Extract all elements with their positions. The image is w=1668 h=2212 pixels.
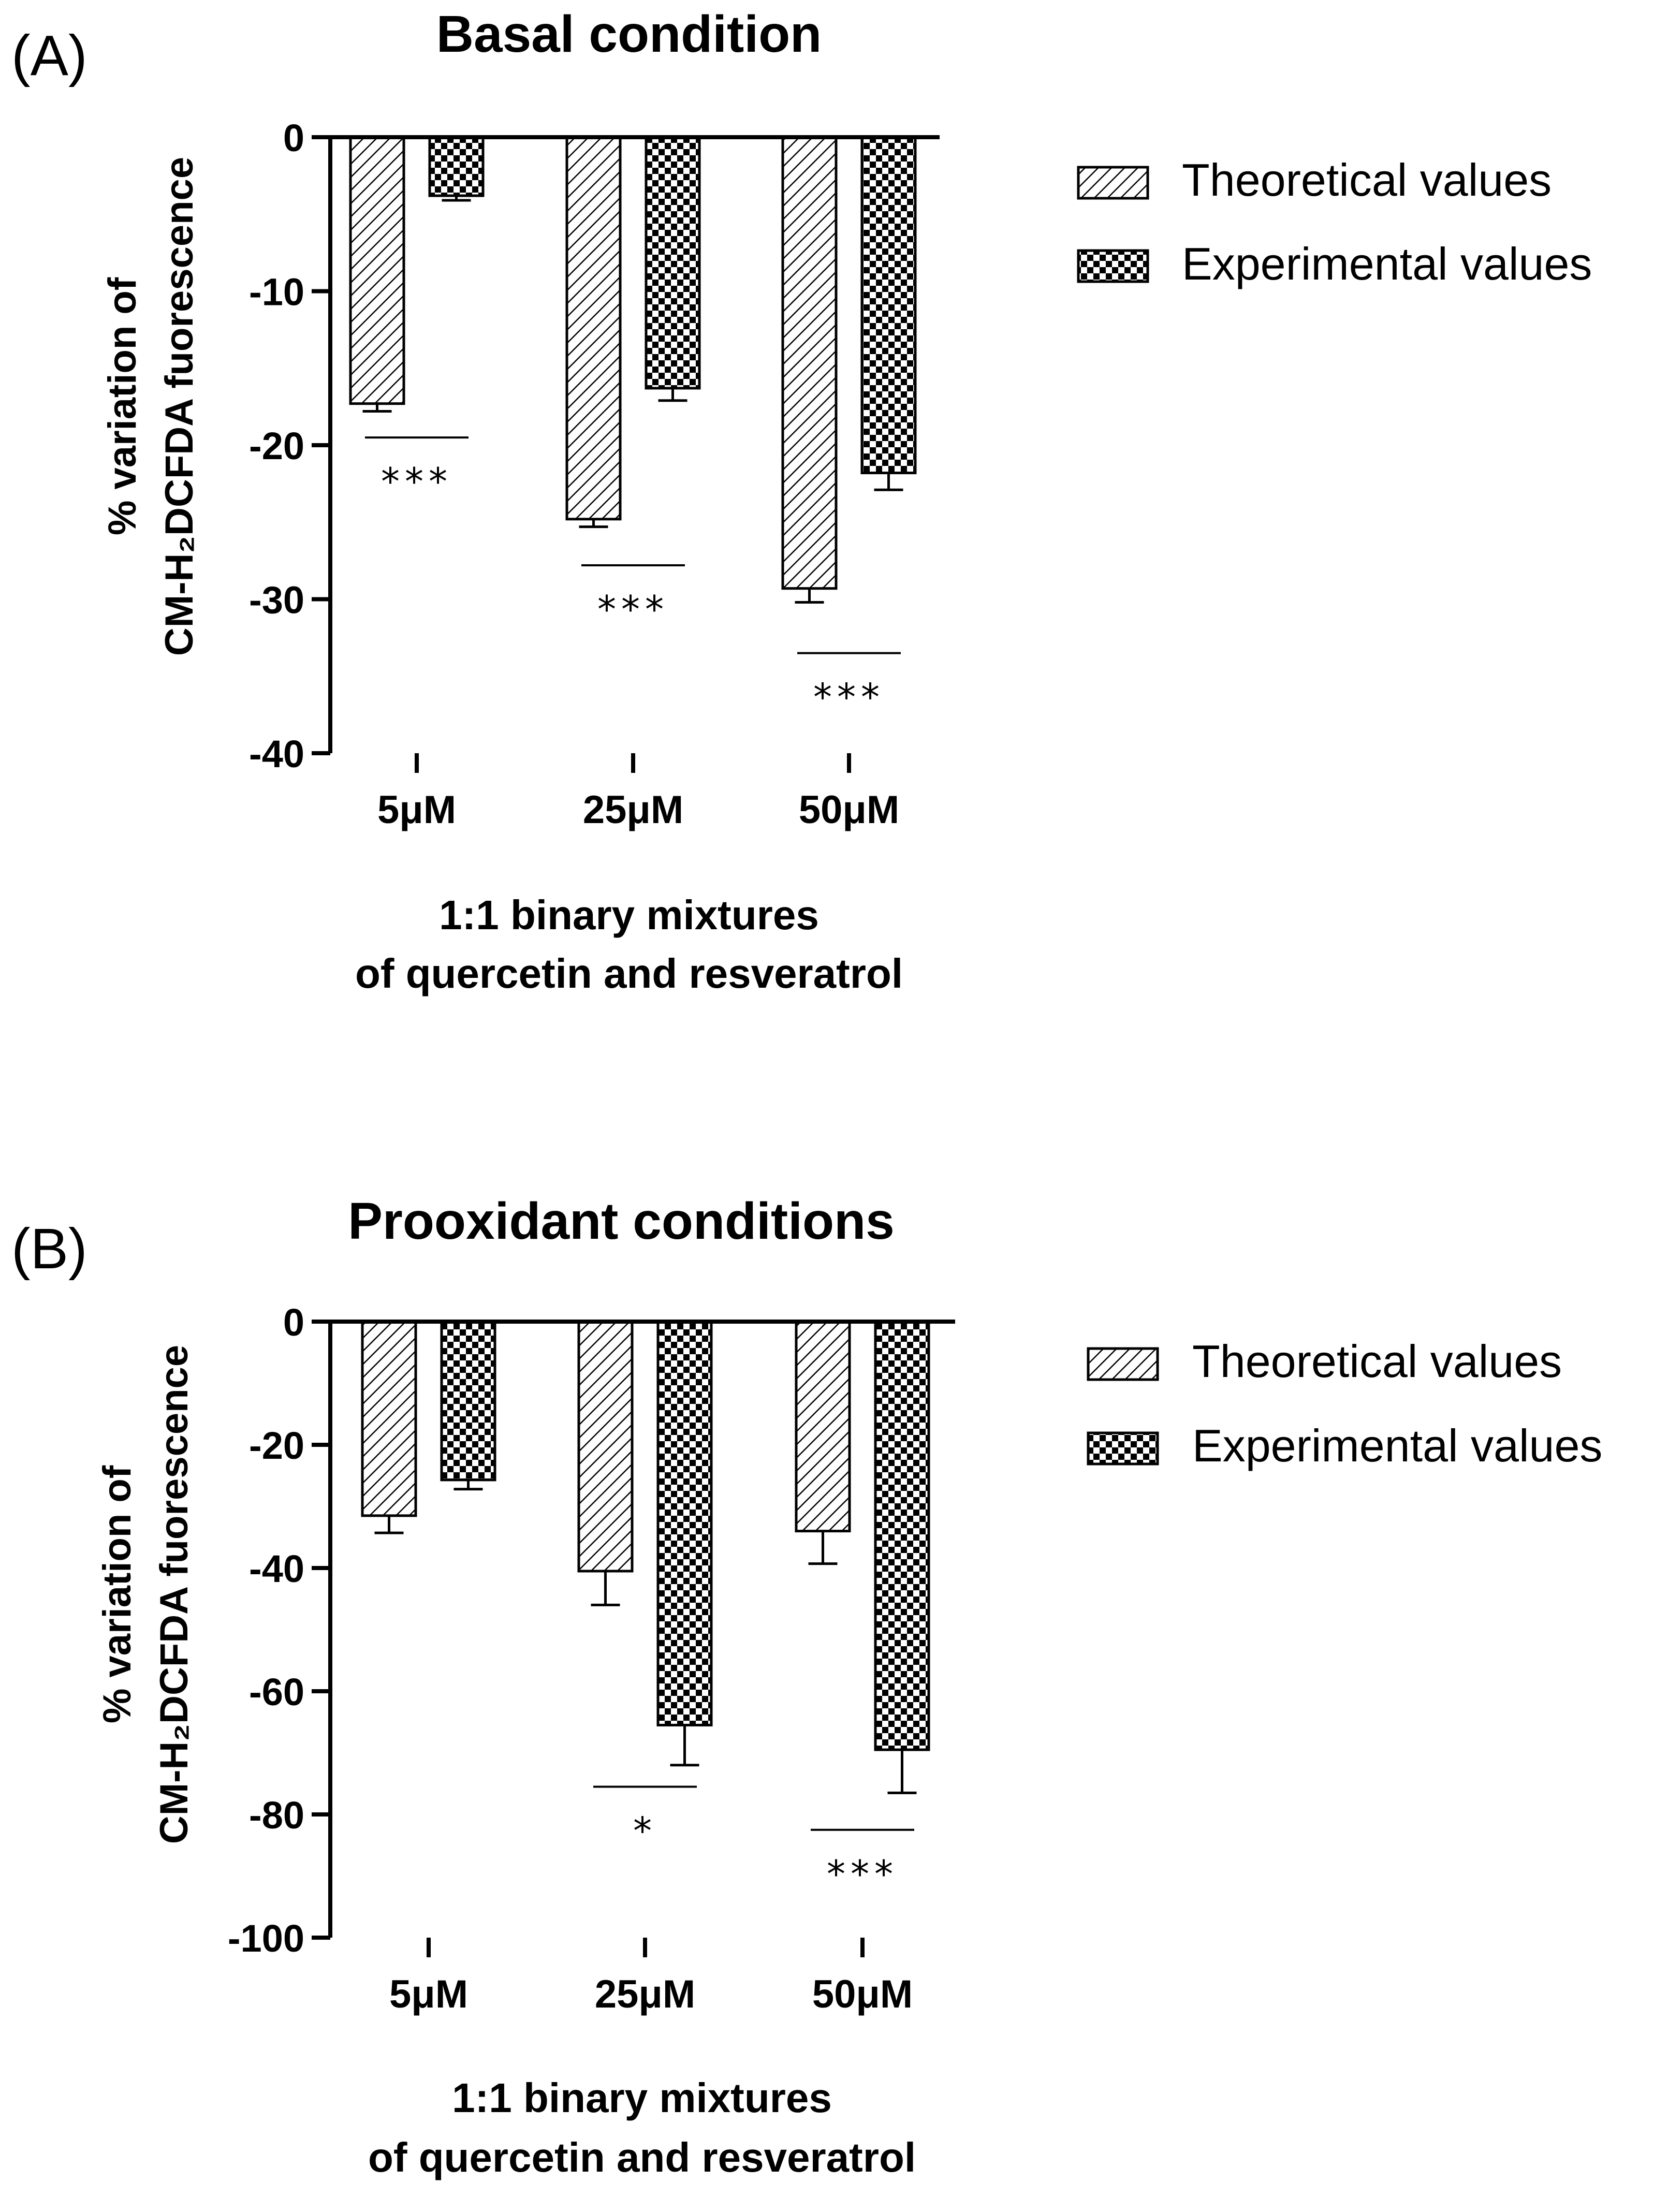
legend-swatch-hatch	[1077, 166, 1149, 200]
y-axis-label: % variation of CM-H₂DCFDA fuorescence	[100, 157, 201, 656]
y-tick-label: -40	[249, 1547, 304, 1590]
legend-swatch-checker	[1087, 1431, 1159, 1466]
legend: Theoretical values Experimental values	[1077, 154, 1592, 289]
bar-experimental-1	[656, 1320, 713, 1726]
bar-experimental-2	[860, 136, 917, 475]
chart-title: Prooxidant conditions	[348, 1192, 895, 1250]
bar-experimental-1	[645, 136, 701, 390]
bar-theoretical-2	[781, 136, 838, 590]
bar-experimental-0	[440, 1320, 496, 1482]
y-tick-label: -20	[249, 424, 304, 467]
legend-item-theoretical: Theoretical values	[1077, 154, 1552, 206]
legend-label-theoretical: Theoretical values	[1182, 154, 1552, 206]
chart-title: Basal condition	[436, 5, 822, 63]
x-tick-label: 25μM	[583, 788, 683, 832]
y-tick-label: -30	[249, 579, 304, 622]
significance-label: ***	[827, 1852, 898, 1896]
bar-experimental-2	[874, 1320, 930, 1751]
y-tick-label: 0	[283, 1301, 304, 1344]
significance-label: ***	[813, 676, 885, 719]
y-axis-label: % variation of CM-H₂DCFDA fuorescence	[95, 1345, 196, 1844]
y-tick-label: -60	[249, 1671, 304, 1713]
bar-theoretical-1	[577, 1320, 634, 1573]
y-axis-label-line-2: CM-H₂DCFDA fuorescence	[157, 157, 201, 656]
y-tick-label: -100	[228, 1917, 304, 1960]
x-tick-label: 5μM	[377, 788, 456, 832]
y-tick-label: 0	[283, 116, 304, 159]
y-tick-label: -20	[249, 1424, 304, 1467]
legend-swatch-checker	[1077, 249, 1149, 283]
panel-a-label: (A)	[11, 24, 87, 87]
x-axis-label-line-1: 1:1 binary mixtures	[439, 892, 819, 938]
y-tick-label: -80	[249, 1794, 304, 1837]
panel-b-label: (B)	[11, 1217, 87, 1281]
legend-item-experimental: Experimental values	[1077, 238, 1592, 289]
bar-theoretical-1	[565, 136, 622, 521]
x-tick-label: 50μM	[799, 788, 899, 832]
y-axis-label-line-1: % variation of	[95, 1465, 139, 1723]
x-tick-label: 5μM	[389, 1972, 468, 2016]
chart-panel-a: Basal condition % variation of CM-H₂DCFD…	[100, 5, 1592, 997]
legend-item-experimental: Experimental values	[1087, 1420, 1602, 1471]
y-axis-label-line-1: % variation of	[100, 277, 144, 535]
significance-label: *	[633, 1809, 657, 1852]
significance-label: ***	[597, 588, 669, 631]
legend-label-experimental: Experimental values	[1192, 1420, 1602, 1471]
bar-theoretical-2	[795, 1320, 851, 1533]
y-tick-label: -40	[249, 733, 304, 775]
bar-theoretical-0	[349, 136, 405, 405]
bar-experimental-0	[428, 136, 485, 197]
x-tick-label: 50μM	[812, 1972, 913, 2016]
legend-item-theoretical: Theoretical values	[1087, 1336, 1562, 1387]
chart-panel-b: Prooxidant conditions % variation of CM-…	[95, 1192, 1602, 2180]
x-axis-label-line-2: of quercetin and resveratrol	[368, 2134, 916, 2180]
y-tick-label: -10	[249, 271, 304, 314]
legend-label-experimental: Experimental values	[1182, 238, 1592, 289]
legend-label-theoretical: Theoretical values	[1192, 1336, 1562, 1387]
x-tick-label: 25μM	[595, 1972, 695, 2016]
legend: Theoretical values Experimental values	[1087, 1336, 1602, 1471]
y-axis-label-line-2: CM-H₂DCFDA fuorescence	[152, 1345, 196, 1844]
significance-label: ***	[381, 460, 452, 503]
x-axis-label-line-1: 1:1 binary mixtures	[452, 2075, 832, 2121]
bar-theoretical-0	[361, 1320, 417, 1517]
legend-swatch-hatch	[1087, 1347, 1159, 1381]
x-axis-label-line-2: of quercetin and resveratrol	[355, 950, 903, 997]
